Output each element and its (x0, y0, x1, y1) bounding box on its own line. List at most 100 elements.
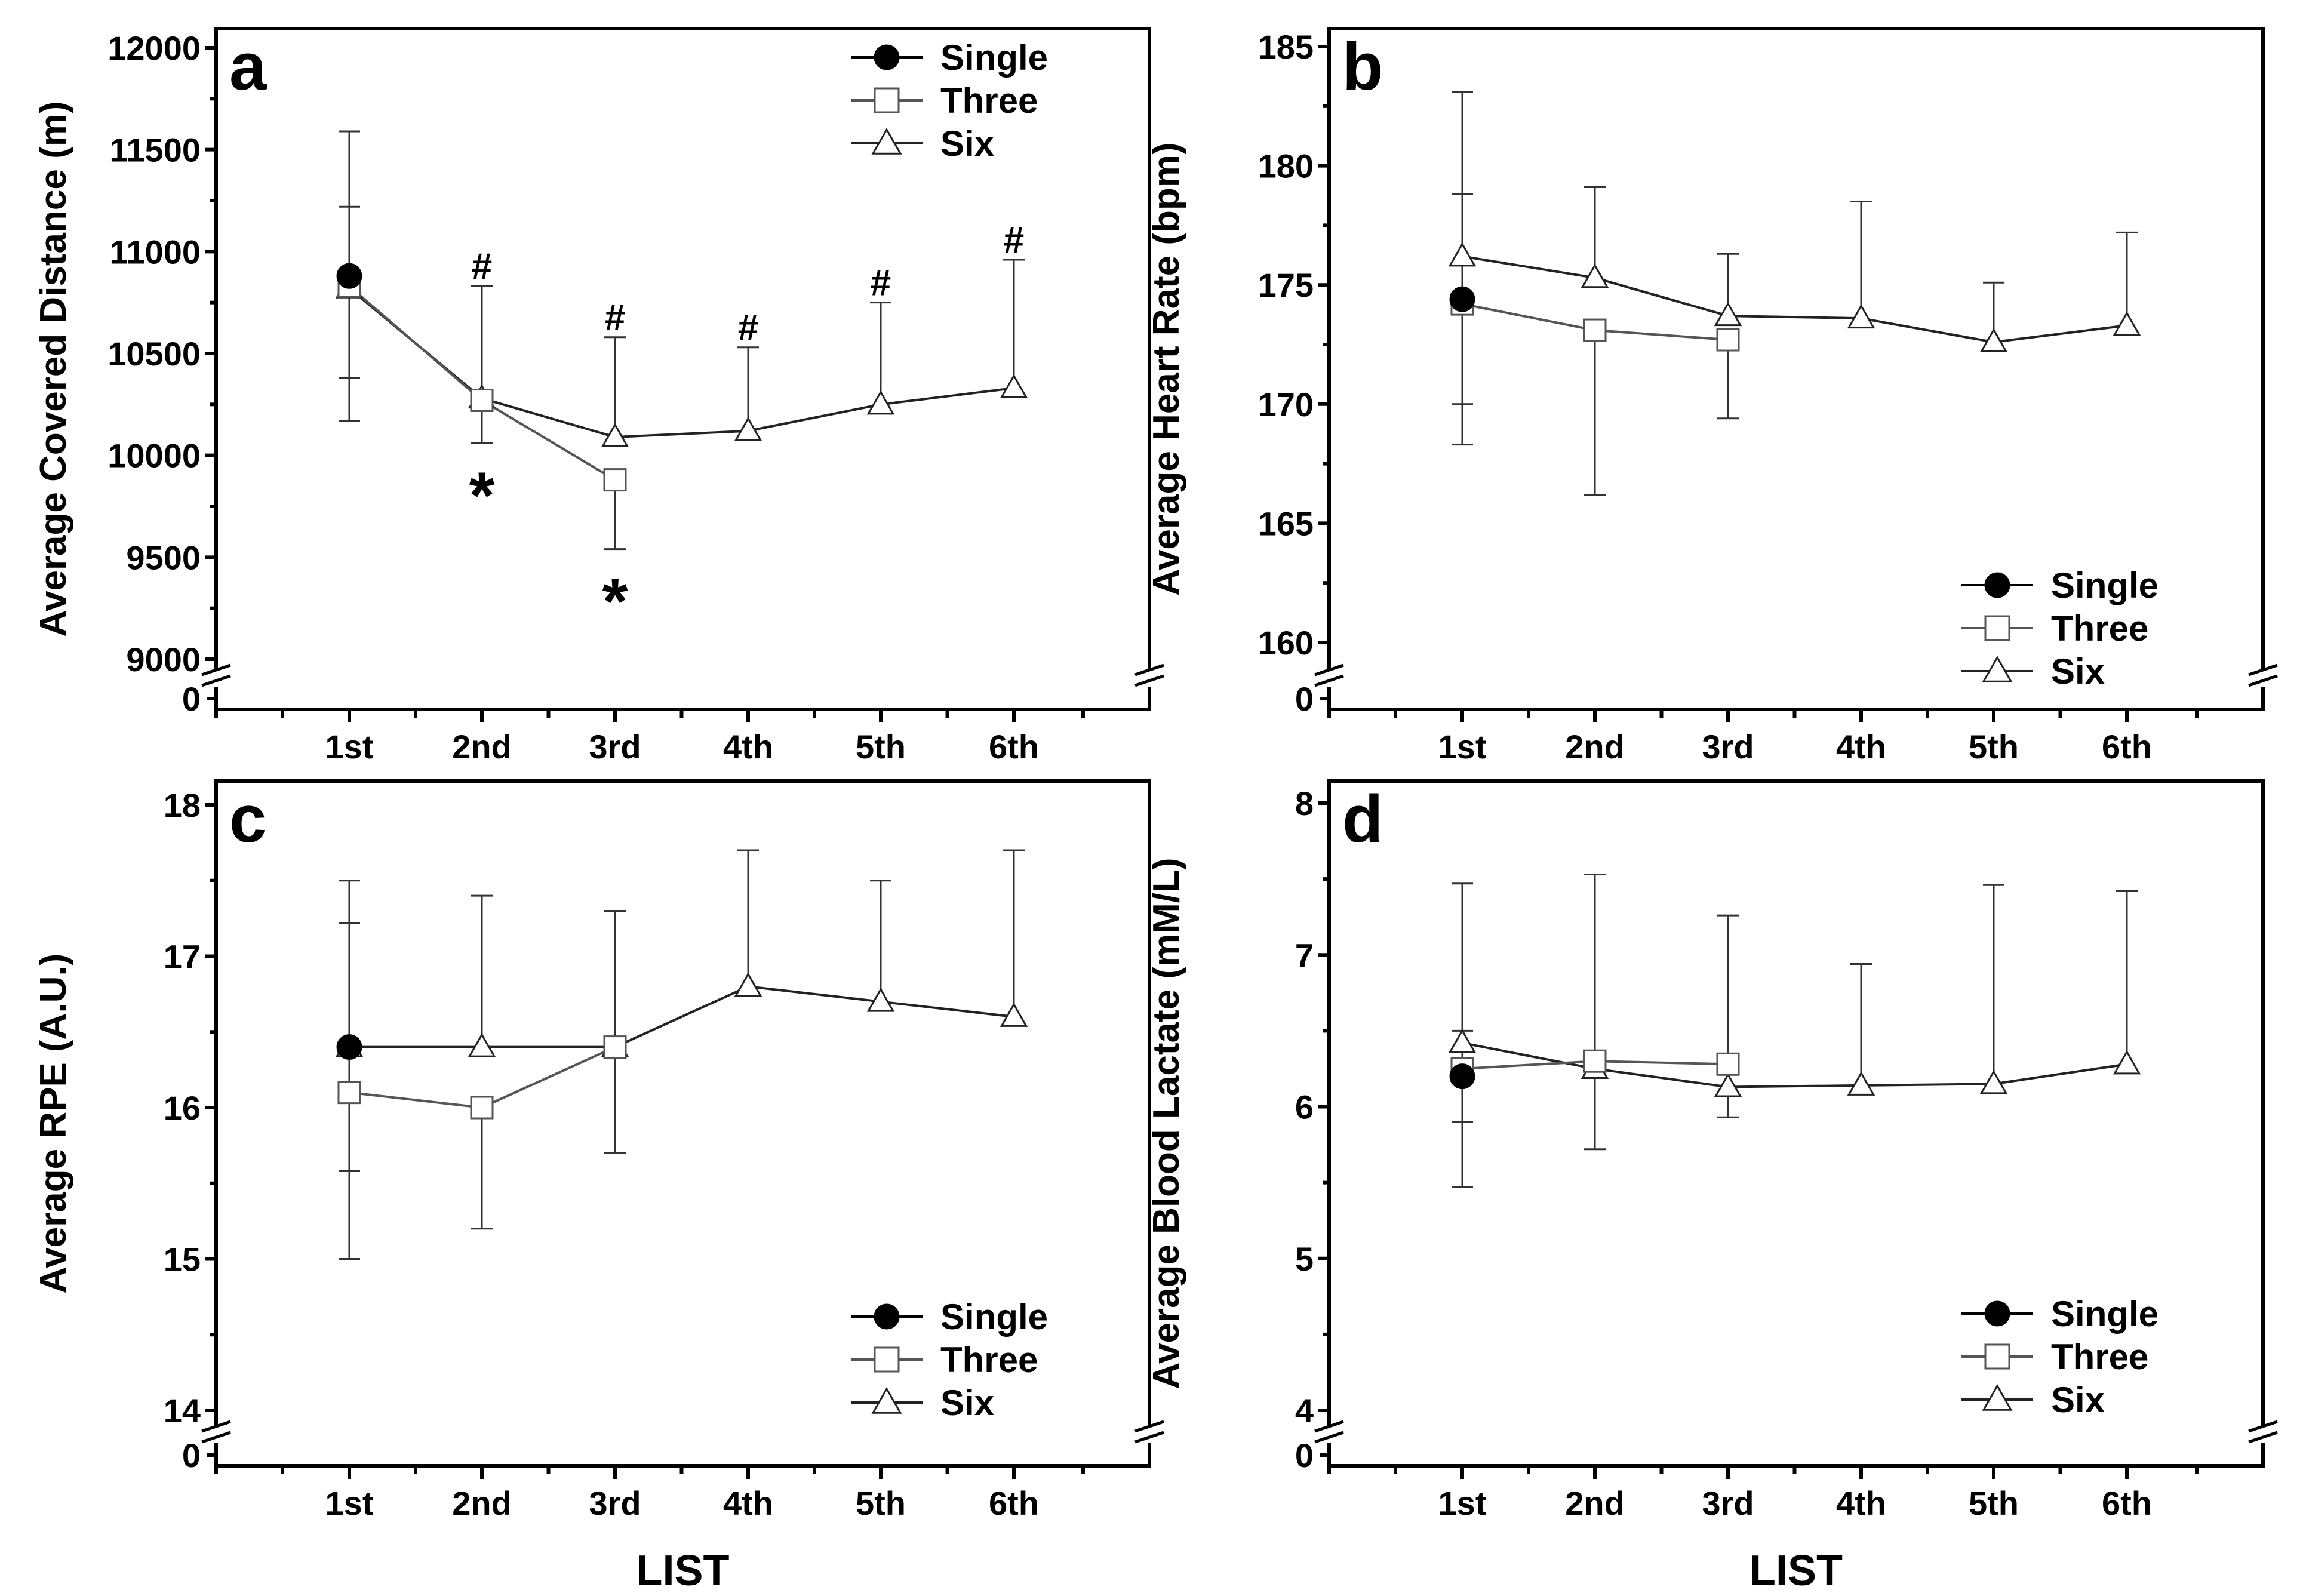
legend-label-six: Six (940, 1383, 994, 1423)
panel-c-rpe: 0 14 15 16 17 18 1st 2nd 3rd 4th 5th 6th Average RPE… (33, 779, 1164, 1595)
right-axis-break-mark (1134, 674, 1164, 687)
y-tick-label: 4 (1295, 1392, 1314, 1429)
data-point-single (1449, 1063, 1475, 1090)
x-axis-label: LIST (1749, 1547, 1843, 1595)
x-tick-label: 2nd (1565, 728, 1625, 765)
y-axis-label: Average Heart Rate (bpm) (1146, 142, 1187, 595)
legend-label-single: Single (940, 38, 1048, 78)
right-axis-break-mark (2248, 1420, 2278, 1433)
y-tick-label-zero: 0 (1295, 1437, 1314, 1474)
data-point-single (336, 263, 362, 289)
x-tick-label: 1st (325, 1484, 374, 1522)
x-tick-label: 4th (1836, 728, 1886, 765)
data-point-six (1847, 304, 1875, 329)
legend-label-three: Three (2051, 608, 2148, 648)
significance-hash: # (1004, 220, 1024, 261)
x-tick-label: 5th (1969, 1484, 2019, 1522)
legend-marker-six (1982, 655, 2013, 682)
y-tick-label: 16 (164, 1089, 201, 1127)
y-tick-label: 9500 (126, 539, 201, 576)
plot-frame (1327, 27, 2265, 711)
series-line-six (349, 985, 1014, 1048)
x-tick-label: 3rd (589, 728, 641, 765)
data-point-three (1716, 1052, 1740, 1076)
legend-label-six: Six (940, 124, 994, 164)
legend-label-three: Three (940, 81, 1038, 121)
right-axis-break-mark (1134, 1420, 1164, 1433)
x-tick-label: 5th (1969, 728, 2019, 765)
data-point-six (1000, 374, 1028, 399)
y-tick-label: 17 (164, 938, 201, 976)
data-point-three (1583, 1049, 1607, 1073)
legend-label-three: Three (2051, 1337, 2148, 1377)
y-tick-label: 12000 (107, 29, 201, 67)
panel-letter: b (1342, 29, 1383, 104)
data-point-three (470, 389, 494, 413)
x-tick-label: 6th (2102, 728, 2152, 765)
x-tick-label: 5th (856, 1484, 906, 1522)
panel-letter: c (229, 782, 266, 856)
y-tick-label: 170 (1258, 386, 1314, 423)
y-axis-break-mark (1314, 663, 1344, 676)
y-tick-label: 11000 (109, 233, 201, 270)
y-axis-break-mark (1314, 674, 1344, 687)
data-point-three (1583, 318, 1607, 342)
data-point-three (337, 1081, 361, 1105)
y-axis-break-mark (201, 1420, 231, 1433)
significance-hash: # (738, 307, 758, 349)
legend-marker-six (871, 1386, 902, 1414)
right-axis-break-mark (2248, 1431, 2278, 1444)
y-tick-label: 11500 (109, 131, 201, 169)
y-tick-label: 10500 (107, 335, 201, 373)
y-tick-label: 8 (1295, 785, 1314, 822)
y-tick-label: 18 (164, 786, 201, 824)
significance-star: * (602, 565, 628, 638)
right-axis-break-mark (1134, 663, 1164, 676)
series-line-six (348, 287, 1014, 438)
data-point-three (603, 468, 627, 492)
y-tick-label-zero: 0 (182, 1437, 201, 1474)
data-point-six (866, 987, 895, 1012)
x-tick-label: 3rd (1702, 728, 1754, 765)
x-tick-label: 6th (2102, 1484, 2152, 1522)
data-point-six (468, 1032, 496, 1057)
data-point-six (2113, 1050, 2141, 1075)
legend-marker-three (1984, 1343, 2010, 1370)
y-axis-break-mark (201, 663, 231, 676)
legend-marker-three (874, 1346, 900, 1373)
x-tick-label: 2nd (452, 1484, 512, 1522)
legend-label-three: Three (940, 1340, 1038, 1380)
y-tick-label: 9000 (126, 641, 201, 678)
data-point-six (734, 972, 762, 997)
panel-letter: a (229, 29, 267, 104)
data-point-six (1581, 263, 1609, 288)
y-axis-break-mark (201, 1431, 231, 1444)
legend-marker-three (874, 87, 900, 113)
right-axis-break-mark (2248, 674, 2278, 687)
y-tick-label: 7 (1295, 936, 1314, 974)
y-tick-label: 180 (1258, 147, 1314, 185)
x-tick-label: 4th (723, 728, 773, 765)
x-tick-label: 6th (989, 728, 1039, 765)
data-point-six (1714, 1072, 1742, 1097)
data-point-six (1000, 1003, 1028, 1027)
x-tick-label: 3rd (589, 1484, 641, 1522)
x-tick-label: 1st (1438, 1484, 1487, 1522)
y-tick-label: 14 (164, 1392, 201, 1429)
y-tick-label: 165 (1258, 505, 1314, 542)
y-tick-label: 185 (1258, 28, 1314, 66)
series-line-six (1462, 1041, 2127, 1088)
legend-marker-single (1984, 1300, 2010, 1327)
y-tick-label: 160 (1258, 624, 1314, 662)
data-point-six (1714, 302, 1742, 327)
y-axis-break-mark (1314, 1431, 1344, 1444)
legend-marker-single (874, 1303, 900, 1330)
data-point-six (1448, 242, 1477, 267)
panel-d-blood-lactate: 0 4 5 6 7 8 1st 2nd 3rd 4th 5th 6th Average Blood La… (1146, 779, 2278, 1595)
data-point-six (2113, 311, 2141, 336)
legend-marker-single (1984, 572, 2010, 598)
y-tick-label: 15 (164, 1241, 201, 1278)
legend-label-single: Single (2051, 565, 2159, 605)
